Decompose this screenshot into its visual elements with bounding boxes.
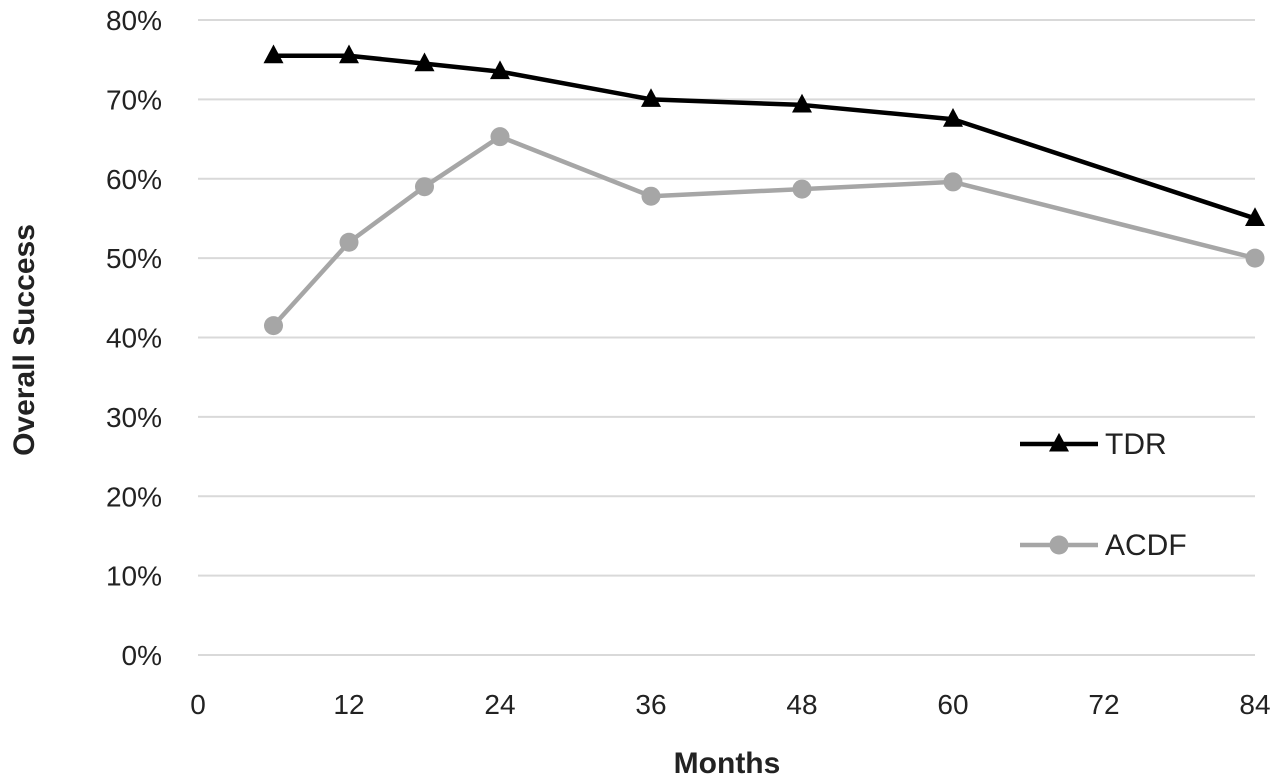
- data-point-tdr: [641, 88, 661, 107]
- data-point-acdf: [339, 232, 359, 252]
- data-point-tdr: [1245, 207, 1265, 226]
- y-tick-label: 40%: [106, 323, 162, 354]
- y-tick-label: 0%: [122, 640, 162, 671]
- data-point-tdr: [792, 93, 812, 113]
- data-point-tdr: [339, 44, 359, 64]
- y-tick-label: 30%: [106, 402, 162, 433]
- y-axis-title: Overall Success: [8, 224, 41, 456]
- y-tick-label: 70%: [106, 84, 162, 115]
- data-point-tdr: [414, 52, 435, 72]
- series-acdf: [264, 127, 1265, 336]
- legend-item-tdr: TDR: [1020, 428, 1167, 461]
- data-point-acdf: [792, 179, 812, 199]
- x-axis-ticks: 0 12 24 36 48 60 72 84: [190, 689, 1270, 720]
- x-tick-label: 0: [190, 689, 206, 720]
- data-point-tdr: [490, 60, 510, 80]
- x-tick-label: 36: [635, 689, 666, 720]
- x-tick-label: 12: [333, 689, 364, 720]
- data-point-acdf: [641, 186, 661, 206]
- data-point-tdr: [943, 108, 963, 127]
- x-tick-label: 72: [1088, 689, 1119, 720]
- data-point-acdf: [490, 127, 510, 147]
- y-tick-label: 10%: [106, 561, 162, 592]
- data-point-tdr: [263, 44, 284, 64]
- legend-item-acdf: ACDF: [1020, 529, 1187, 562]
- series-line-acdf: [271, 134, 1256, 328]
- x-axis-title: Months: [674, 747, 781, 780]
- data-point-acdf: [264, 316, 283, 336]
- legend-label-acdf: ACDF: [1105, 529, 1187, 562]
- data-point-acdf: [1245, 248, 1265, 268]
- series-group: [263, 44, 1265, 336]
- legend: TDR ACDF: [1020, 428, 1187, 562]
- gridlines: [198, 19, 1255, 656]
- data-point-acdf: [415, 177, 434, 197]
- legend-marker-tdr: [1049, 432, 1069, 452]
- series-tdr: [263, 44, 1265, 226]
- legend-label-tdr: TDR: [1105, 428, 1167, 461]
- legend-marker-acdf: [1049, 535, 1069, 555]
- y-tick-label: 50%: [106, 243, 162, 274]
- series-line-tdr: [273, 53, 1256, 221]
- y-axis-ticks: 0% 10% 20% 30% 40% 50% 60% 70% 80%: [106, 5, 162, 671]
- y-tick-label: 80%: [106, 5, 162, 36]
- x-tick-label: 84: [1239, 689, 1270, 720]
- x-tick-label: 60: [937, 689, 968, 720]
- x-tick-label: 24: [484, 689, 515, 720]
- data-point-acdf: [943, 172, 963, 192]
- x-tick-label: 48: [786, 689, 817, 720]
- y-tick-label: 20%: [106, 481, 162, 512]
- y-tick-label: 60%: [106, 164, 162, 195]
